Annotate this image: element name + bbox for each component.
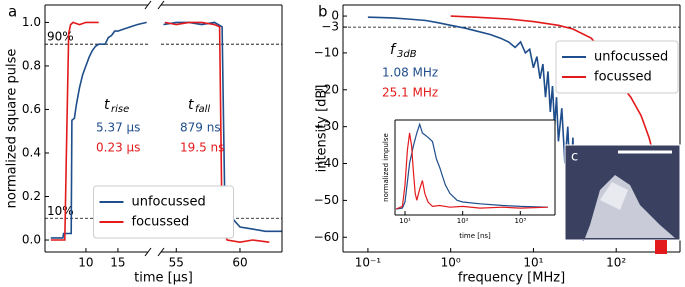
reference-label: 10% [47, 204, 74, 218]
y-tick-label: −20 [314, 82, 339, 96]
y-tick-label: −40 [314, 156, 339, 170]
y-tick-label: 0.8 [22, 58, 41, 72]
x-tick-label: 10¹ [523, 256, 543, 270]
x-tick-label: 10 [78, 256, 93, 270]
annotation-subscript: 3dB [397, 49, 417, 60]
x-tick-label: 55 [169, 256, 184, 270]
axis-spine [144, 0, 152, 10]
y-tick-label: 0.6 [22, 102, 41, 116]
panel-label: b [318, 3, 328, 21]
y-tick-label: −60 [314, 230, 339, 244]
y-tick-label: −10 [314, 45, 339, 59]
annotation-value: 0.23 μs [96, 141, 140, 155]
series-line [50, 21, 147, 239]
annotation-value: 5.37 μs [96, 121, 140, 135]
x-axis-label: time [μs] [134, 271, 193, 286]
series-line [50, 21, 99, 241]
micrograph-inset: c [564, 144, 681, 254]
y-tick-label: 0.2 [22, 189, 41, 203]
annotation-value: 19.5 ns [180, 141, 224, 155]
annotation-symbol: f [390, 42, 397, 58]
x-tick-label: 10² [606, 256, 626, 270]
panel-label: c [571, 150, 578, 165]
flake-highlight [600, 182, 628, 210]
annotation-symbol: t [104, 97, 110, 113]
y-axis-label: normalized square pulse [5, 49, 20, 209]
x-tick-label: 10⁰ [441, 256, 461, 270]
x-tick-label: 60 [232, 256, 247, 270]
y-tick-label: −3 [321, 20, 339, 34]
legend-box [555, 40, 679, 94]
plot-area [395, 120, 555, 215]
y-tick-label: −50 [314, 193, 339, 207]
marker [655, 240, 667, 254]
x-tick-label: 10³ [514, 217, 526, 225]
legend-box [93, 185, 234, 239]
reference-label: 90% [47, 30, 74, 44]
annotation-value: 879 ns [180, 121, 221, 135]
legend-label: unfocussed [132, 195, 206, 210]
annotation-subscript: fall [195, 104, 210, 115]
y-tick-label: 0 [331, 9, 339, 23]
y-tick-label: −30 [314, 119, 339, 133]
x-axis-label: frequency [MHz] [458, 271, 565, 286]
y-tick-label: 1.0 [22, 15, 41, 29]
legend-label: unfocussed [594, 50, 668, 65]
annotation-subscript: rise [111, 104, 129, 115]
x-tick-label: 10¹ [399, 217, 411, 225]
annotation-value: 25.1 MHz [382, 86, 438, 100]
x-axis-label: time [ns] [459, 232, 491, 240]
series-line [396, 122, 548, 210]
panel-label: a [8, 3, 17, 21]
series-line [164, 21, 270, 244]
annotation-value: 1.08 MHz [382, 66, 438, 80]
y-tick-label: 0.0 [22, 233, 41, 247]
y-axis-label: intensity [dB] [315, 85, 330, 173]
y-axis-label: normalized impulse [382, 133, 390, 202]
legend-label: focussed [132, 215, 190, 230]
x-tick-label: 10⁻¹ [355, 256, 382, 270]
series-line [395, 132, 548, 210]
x-tick-label: 10² [457, 217, 469, 225]
y-tick-label: 0.4 [22, 145, 41, 159]
legend-label: focussed [594, 70, 652, 85]
annotation-symbol: t [188, 97, 194, 113]
x-tick-label: 15 [110, 256, 125, 270]
axis-spine [144, 247, 152, 257]
